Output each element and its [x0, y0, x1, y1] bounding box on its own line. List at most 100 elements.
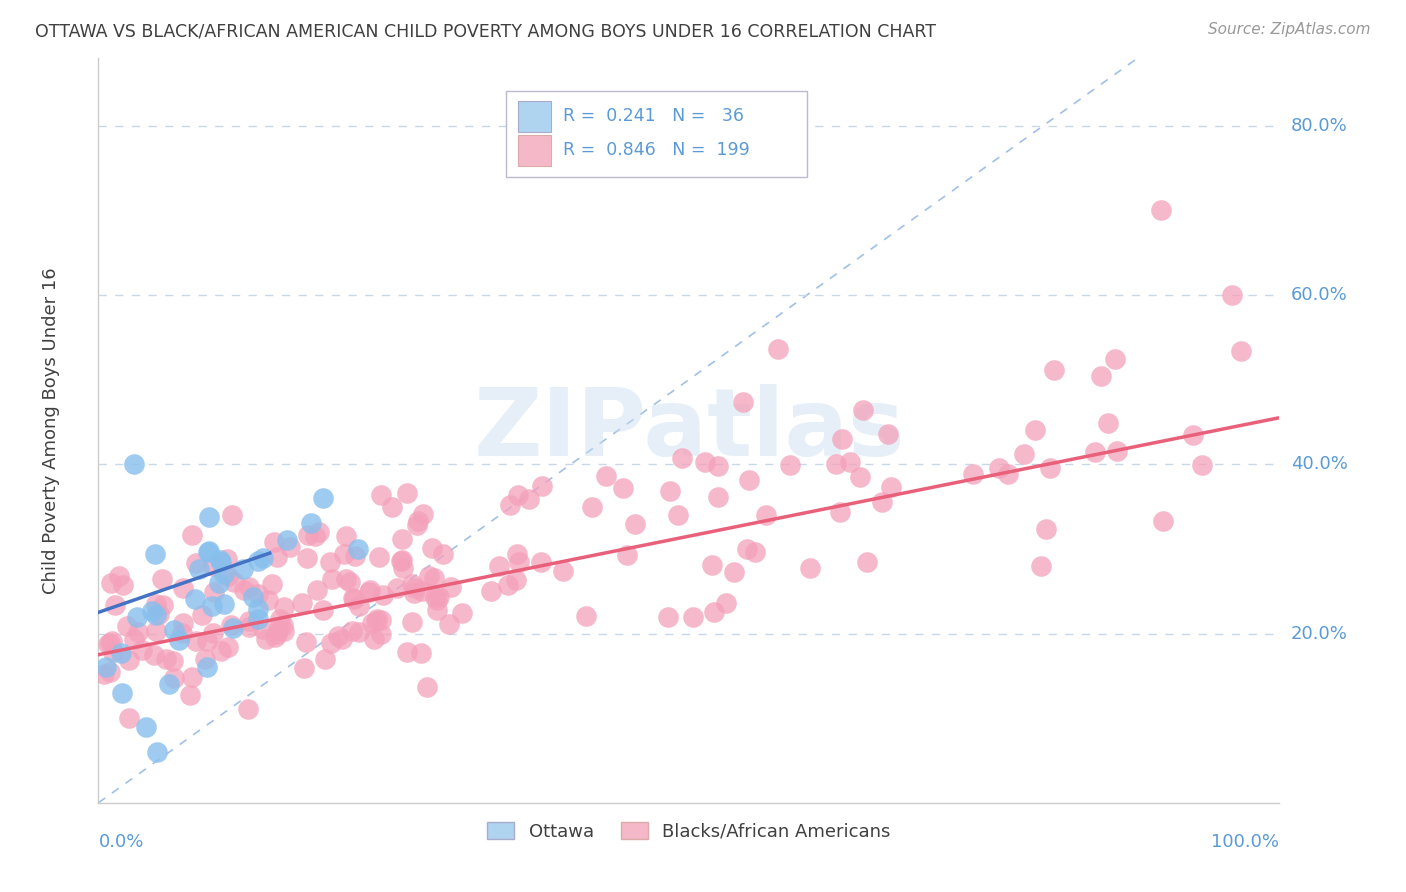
Point — [406, 518, 429, 533]
Point — [595, 469, 617, 483]
Point — [221, 617, 243, 632]
Point — [145, 608, 167, 623]
Point — [162, 655, 184, 669]
Point — [202, 625, 225, 640]
Point — [825, 457, 848, 471]
Point — [308, 525, 330, 540]
Text: 40.0%: 40.0% — [1291, 455, 1347, 474]
Point — [368, 549, 391, 564]
Point — [312, 603, 335, 617]
Point — [201, 599, 224, 614]
Point — [1090, 368, 1112, 383]
Point — [370, 627, 392, 641]
Point — [659, 483, 682, 498]
Point — [422, 571, 444, 585]
Point — [347, 541, 370, 556]
Point — [370, 613, 392, 627]
Point — [197, 545, 219, 559]
Point — [148, 607, 170, 621]
Point — [737, 542, 759, 557]
Point — [505, 548, 527, 562]
Point — [391, 552, 413, 566]
Point — [657, 609, 679, 624]
Point — [295, 550, 318, 565]
Point — [202, 585, 225, 599]
Legend: Ottawa, Blacks/African Americans: Ottawa, Blacks/African Americans — [478, 813, 900, 850]
Point — [412, 508, 434, 522]
Point — [363, 632, 385, 646]
Point — [437, 617, 460, 632]
Point — [135, 720, 157, 734]
Point — [1084, 445, 1107, 459]
Point — [98, 665, 121, 680]
Text: 60.0%: 60.0% — [1291, 286, 1347, 304]
Point — [266, 550, 288, 565]
Point — [612, 481, 634, 495]
Point — [987, 461, 1010, 475]
Point — [162, 671, 184, 685]
Point — [273, 624, 295, 639]
Point — [212, 598, 235, 612]
Text: R =  0.241   N =   36: R = 0.241 N = 36 — [562, 107, 744, 125]
Point — [131, 642, 153, 657]
Point — [499, 498, 522, 512]
Point — [831, 432, 853, 446]
Point — [278, 540, 301, 554]
Point — [877, 426, 900, 441]
Point — [97, 637, 120, 651]
Point — [297, 528, 319, 542]
Point — [194, 652, 217, 666]
Text: 100.0%: 100.0% — [1212, 833, 1279, 851]
Point — [256, 593, 278, 607]
Point — [838, 455, 860, 469]
Point — [143, 547, 166, 561]
Point — [517, 491, 540, 506]
Point — [738, 474, 761, 488]
Point — [335, 572, 357, 586]
Point — [167, 632, 190, 647]
Point — [104, 598, 127, 612]
Point — [314, 652, 336, 666]
Point — [1104, 352, 1126, 367]
Point — [405, 581, 427, 595]
Point — [849, 470, 872, 484]
Point — [141, 604, 163, 618]
Point — [208, 575, 231, 590]
Point — [359, 582, 381, 597]
Point — [401, 615, 423, 630]
Point — [291, 596, 314, 610]
Point — [209, 643, 232, 657]
Point — [217, 569, 239, 583]
Point — [276, 533, 298, 548]
Point — [188, 562, 211, 576]
Point — [703, 605, 725, 619]
Point — [295, 635, 318, 649]
Text: ZIPatlas: ZIPatlas — [474, 384, 904, 476]
Point — [146, 745, 169, 759]
Point — [94, 660, 117, 674]
Point — [299, 516, 322, 531]
Point — [236, 702, 259, 716]
Point — [418, 568, 440, 582]
Point — [432, 547, 454, 561]
Point — [267, 623, 290, 637]
Point — [292, 661, 315, 675]
Point — [101, 634, 124, 648]
Point — [852, 403, 875, 417]
Point — [395, 645, 418, 659]
Point — [411, 584, 433, 599]
Point — [252, 622, 274, 636]
Point — [186, 557, 208, 571]
Point — [744, 545, 766, 559]
Point — [202, 559, 225, 574]
Point — [307, 583, 329, 598]
Point — [530, 479, 553, 493]
Point — [755, 508, 778, 523]
Point — [506, 488, 529, 502]
Point — [184, 591, 207, 606]
Point — [427, 590, 450, 604]
Point — [217, 640, 239, 655]
Point — [117, 711, 139, 725]
Point — [101, 645, 124, 659]
Point — [440, 580, 463, 594]
